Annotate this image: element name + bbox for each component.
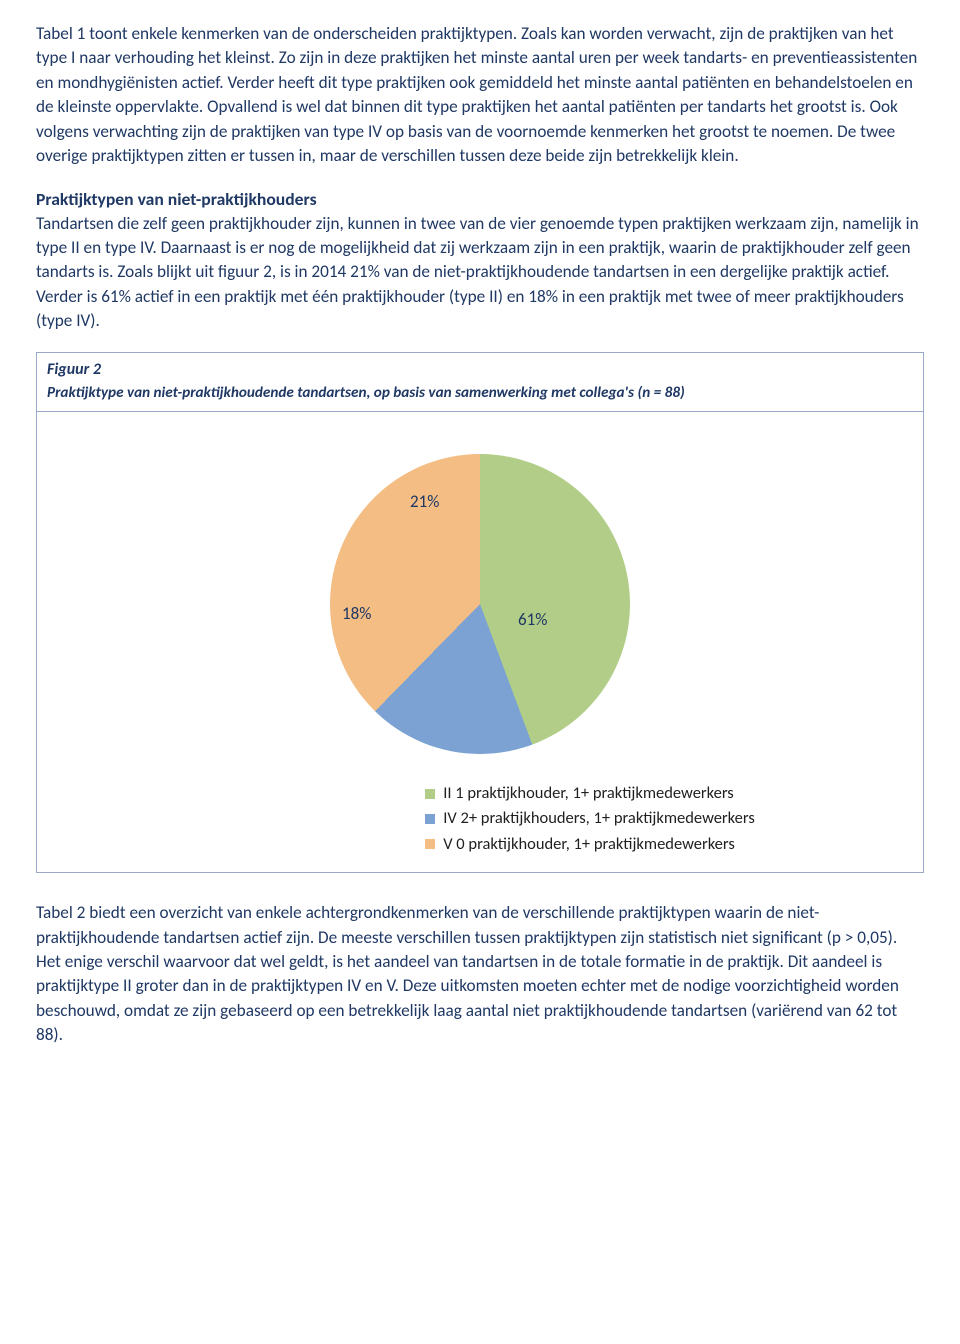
pie-slices xyxy=(330,454,630,754)
figure-2-box: Figuur 2 Praktijktype van niet-praktijkh… xyxy=(36,352,924,874)
legend-label-v: V 0 praktijkhouder, 1+ praktijkmedewerke… xyxy=(443,833,735,856)
pie-chart: 21% 18% 61% xyxy=(330,454,630,754)
section-heading: Praktijktypen van niet-praktijkhouders xyxy=(36,187,924,212)
pie-label-61: 61% xyxy=(518,608,547,632)
chart-area: 21% 18% 61% II 1 praktijkhouder, 1+ prak… xyxy=(37,412,923,872)
pie-label-21: 21% xyxy=(410,490,439,514)
legend-row-ii: II 1 praktijkhouder, 1+ praktijkmedewerk… xyxy=(425,782,734,805)
legend-label-ii: II 1 praktijkhouder, 1+ praktijkmedewerk… xyxy=(443,782,734,805)
pie-legend: II 1 praktijkhouder, 1+ praktijkmedewerk… xyxy=(425,782,755,856)
legend-swatch-iv xyxy=(425,814,435,824)
paragraph-3: Tabel 2 biedt een overzicht van enkele a… xyxy=(36,901,924,1048)
figure-subtitle: Praktijktype van niet-praktijkhoudende t… xyxy=(47,383,913,405)
paragraph-1: Tabel 1 toont enkele kenmerken van de on… xyxy=(36,22,924,169)
legend-swatch-v xyxy=(425,839,435,849)
paragraph-2: Tandartsen die zelf geen praktijkhouder … xyxy=(36,212,924,334)
figure-title: Figuur 2 xyxy=(47,359,913,382)
legend-row-v: V 0 praktijkhouder, 1+ praktijkmedewerke… xyxy=(425,833,735,856)
legend-row-iv: IV 2+ praktijkhouders, 1+ praktijkmedewe… xyxy=(425,807,755,830)
pie-label-18: 18% xyxy=(342,602,371,626)
legend-label-iv: IV 2+ praktijkhouders, 1+ praktijkmedewe… xyxy=(443,807,755,830)
legend-swatch-ii xyxy=(425,789,435,799)
figure-header: Figuur 2 Praktijktype van niet-praktijkh… xyxy=(37,353,923,412)
